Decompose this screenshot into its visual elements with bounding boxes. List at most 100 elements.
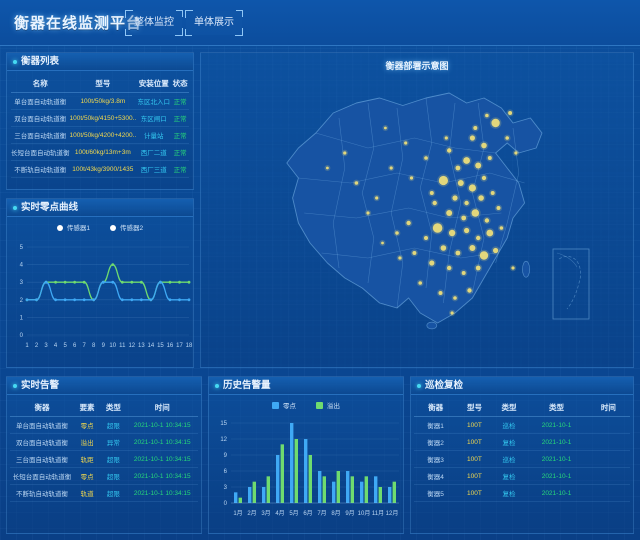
svg-text:12月: 12月 — [386, 510, 399, 517]
nav-button-overall[interactable]: 整体监控 — [125, 10, 183, 36]
column-header: 时间 — [126, 399, 198, 417]
legend-label: 传感器1 — [66, 225, 90, 232]
patrol-panel: 巡检复检 衡器 型号 类型 类型 时间 衡器1 100T 巡检 2021-10-1 衡器2 100… — [410, 376, 634, 534]
bullet-icon — [13, 384, 17, 388]
device-list-title: 衡器列表 — [21, 56, 60, 67]
svg-text:4月: 4月 — [275, 510, 284, 517]
table-row[interactable]: 衡器4 100T 复检 2021-10-1 — [414, 467, 630, 485]
svg-text:2: 2 — [35, 343, 39, 349]
table-cell-factor: 零点 — [73, 467, 101, 485]
history-alarm-chart: 零点 溢出 0 3 6 9 12 15 1月 2月 3月 4月 5月 6月 7月 8月 9月 10月 11月 12月 — [209, 395, 403, 531]
svg-text:9: 9 — [102, 343, 106, 349]
svg-text:15: 15 — [220, 421, 227, 427]
svg-text:3: 3 — [224, 485, 228, 491]
zero-curve-legend: 传感器1 传感器2 — [7, 222, 193, 232]
svg-text:4: 4 — [54, 343, 58, 349]
column-header: 型号 — [457, 399, 492, 417]
svg-text:14: 14 — [148, 343, 155, 349]
table-cell-type2: 2021-10-1 — [526, 416, 587, 434]
table-row[interactable]: 不断轨自动轨道衡 轨道 超限 2021-10-1 10:34:15 — [10, 484, 198, 502]
legend-item-1[interactable]: 溢出 — [316, 402, 340, 410]
table-cell-status: 正常 — [171, 109, 189, 127]
legend-marker-icon — [110, 225, 116, 231]
legend-item-1[interactable]: 传感器2 — [110, 225, 143, 232]
column-header: 名称 — [11, 75, 70, 93]
svg-text:18: 18 — [186, 343, 193, 349]
column-header: 安装位置 — [136, 75, 172, 93]
table-cell-model: 100T — [457, 416, 492, 434]
table-cell-time — [586, 450, 630, 468]
legend-item-0[interactable]: 传感器1 — [56, 225, 90, 232]
column-header: 类型 — [526, 399, 587, 417]
history-alarm-svg: 0 3 6 9 12 15 1月 2月 3月 4月 5月 6月 7月 8月 9月 10月 11月 12月 — [220, 421, 399, 517]
table-row[interactable]: 三台面自动轨道衡 轨距 超限 2021-10-1 10:34:15 — [10, 450, 198, 468]
table-row[interactable]: 长短台面自动轨道衡 零点 超限 2021-10-1 10:34:15 — [10, 467, 198, 485]
table-cell-type2: 2021-10-1 — [526, 467, 587, 485]
table-cell-factor: 轨道 — [73, 484, 101, 502]
table-cell-model: 100t/50kg/4200+4200.. — [69, 126, 137, 144]
svg-text:9月: 9月 — [345, 510, 354, 517]
table-cell-type2: 2021-10-1 — [526, 484, 587, 502]
svg-text:6月: 6月 — [303, 510, 312, 517]
svg-text:16: 16 — [167, 343, 174, 349]
patrol-table-header-row: 衡器 型号 类型 类型 时间 — [414, 399, 630, 417]
table-cell-time — [586, 416, 630, 434]
table-row[interactable]: 衡器2 100T 复检 2021-10-1 — [414, 433, 630, 451]
nav-single-label: 单体展示 — [194, 17, 234, 28]
table-cell-status: 正常 — [171, 160, 189, 178]
column-header: 型号 — [69, 75, 137, 93]
history-alarm-legend: 零点 溢出 — [209, 400, 403, 410]
svg-text:2月: 2月 — [247, 510, 256, 517]
svg-text:3月: 3月 — [261, 510, 270, 517]
table-cell-time: 2021-10-1 10:34:15 — [126, 467, 198, 485]
table-row[interactable]: 衡器3 100T 巡检 2021-10-1 — [414, 450, 630, 468]
legend-item-0[interactable]: 零点 — [272, 402, 296, 410]
table-cell-type: 超限 — [100, 450, 127, 468]
table-row[interactable]: 长短台面自动轨道衡 100t/60kg/13m+3m 西厂二道 正常 — [11, 143, 189, 161]
table-row[interactable]: 单台面自动轨道衡 100t/50kg/3.8m 东区北入口 正常 — [11, 92, 189, 110]
table-row[interactable]: 衡器5 100T 复检 2021-10-1 — [414, 484, 630, 502]
svg-text:15: 15 — [157, 343, 164, 349]
column-header: 状态 — [171, 75, 189, 93]
table-cell-factor: 轨距 — [73, 450, 101, 468]
table-cell-time: 2021-10-1 10:34:15 — [126, 484, 198, 502]
table-cell-type2: 2021-10-1 — [526, 450, 587, 468]
table-cell-type: 异常 — [100, 433, 127, 451]
column-header: 衡器 — [10, 399, 74, 417]
zero-curve-title: 实时零点曲线 — [21, 202, 79, 213]
table-row[interactable]: 双台面自动轨道衡 100t/50kg/4150+5300.. 东区闸口 正常 — [11, 109, 189, 127]
svg-text:0: 0 — [224, 501, 228, 507]
table-row[interactable]: 不断轨自动轨道衡 100t/43kg/3900/1435 西厂三道 正常 — [11, 160, 189, 178]
table-row[interactable]: 双台面自动轨道衡 溢出 异常 2021-10-1 10:34:15 — [10, 433, 198, 451]
table-row[interactable]: 单台面自动轨道衡 零点 超限 2021-10-1 10:34:15 — [10, 416, 198, 434]
table-row[interactable]: 三台面自动轨道衡 100t/50kg/4200+4200.. 计量站 正常 — [11, 126, 189, 144]
device-list-panel: 衡器列表 名称 型号 安装位置 状态 单台面自动轨道衡 100t/50kg/3.8m 东区… — [6, 52, 194, 190]
svg-text:3: 3 — [20, 280, 24, 286]
device-table: 名称 型号 安装位置 状态 单台面自动轨道衡 100t/50kg/3.8m 东区北入口 正常… — [11, 75, 189, 178]
column-header: 类型 — [100, 399, 127, 417]
table-cell-type: 巡检 — [491, 450, 527, 468]
zero-curve-chart: 传感器1 传感器2 0 1 2 3 4 5 1 2 3 4 5 6 7 8 9 10 11 12 13 14 15 16 17… — [7, 217, 193, 365]
nav-button-single[interactable]: 单体展示 — [185, 10, 243, 36]
realtime-alarm-header: 实时告警 — [7, 377, 201, 395]
china-map-svg — [286, 92, 590, 330]
table-cell-name: 长短台面自动轨道衡 — [11, 143, 70, 161]
history-alarm-title: 历史告警量 — [223, 380, 271, 391]
svg-text:12: 12 — [220, 437, 227, 443]
svg-text:11: 11 — [119, 343, 126, 349]
table-cell-name: 双台面自动轨道衡 — [11, 109, 70, 127]
table-cell-time: 2021-10-1 10:34:15 — [126, 416, 198, 434]
column-header: 时间 — [586, 399, 630, 417]
svg-text:12: 12 — [128, 343, 135, 349]
table-row[interactable]: 衡器1 100T 巡检 2021-10-1 — [414, 416, 630, 434]
china-map[interactable] — [201, 53, 633, 367]
map-panel: 衡器部署示意图 — [200, 52, 634, 368]
svg-text:1: 1 — [20, 315, 24, 321]
table-cell-position: 西厂三道 — [136, 160, 172, 178]
table-cell-model: 100T — [457, 450, 492, 468]
legend-label: 溢出 — [327, 403, 340, 410]
table-cell-type: 复检 — [491, 484, 527, 502]
device-list-header: 衡器列表 — [7, 53, 193, 71]
table-cell-time — [586, 467, 630, 485]
realtime-alarm-title: 实时告警 — [21, 380, 60, 391]
